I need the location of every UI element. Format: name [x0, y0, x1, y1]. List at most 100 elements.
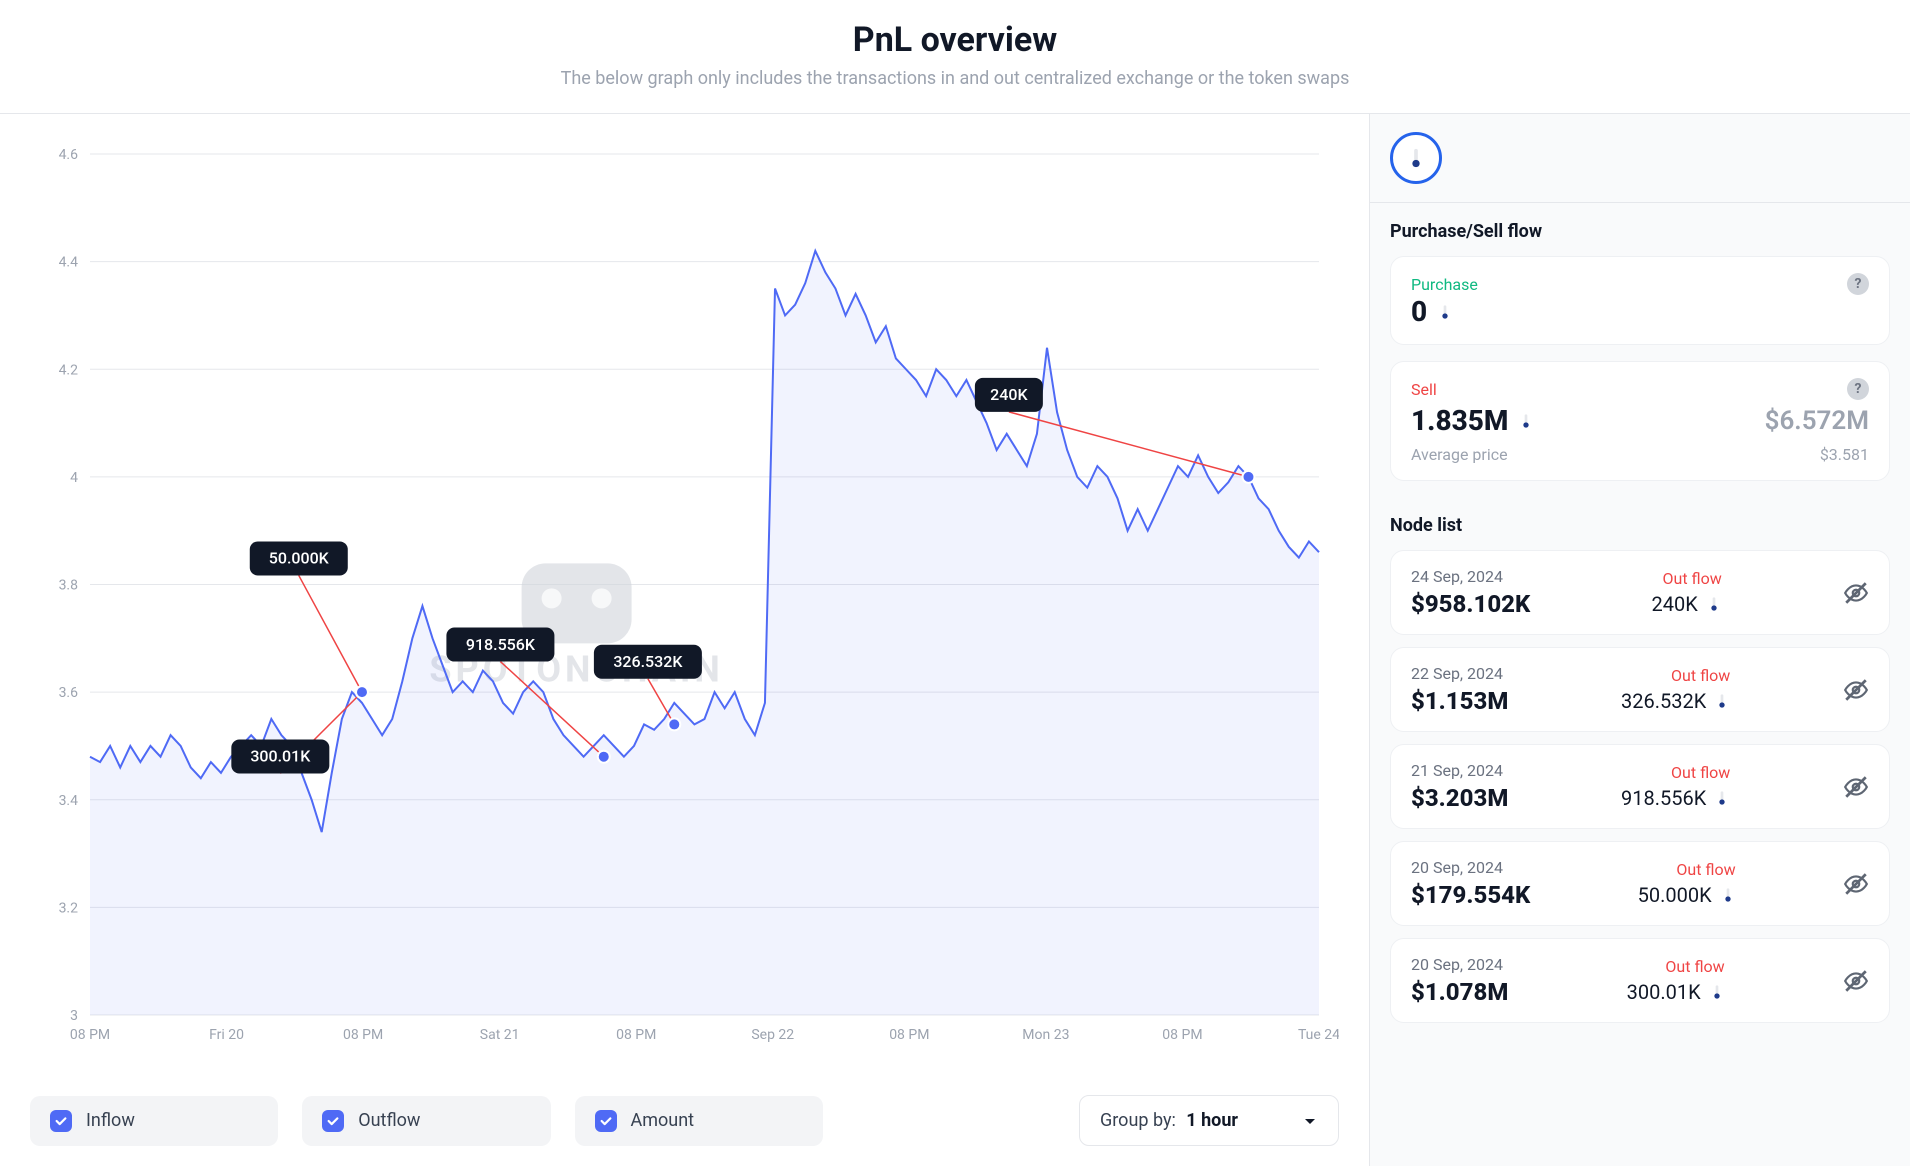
sell-value: 1.835M — [1411, 404, 1508, 437]
node-amount: $958.102K — [1411, 590, 1530, 618]
node-item[interactable]: 22 Sep, 2024 $1.153M Out flow 326.532K — [1390, 647, 1890, 732]
node-item[interactable]: 24 Sep, 2024 $958.102K Out flow 240K — [1390, 550, 1890, 635]
svg-text:4.6: 4.6 — [59, 147, 79, 163]
chart-box: 33.23.43.63.844.24.44.6 SPOTONCHAIN 08 P… — [30, 144, 1339, 1055]
svg-text:08 PM: 08 PM — [70, 1027, 110, 1043]
thermometer-icon — [1706, 596, 1722, 612]
svg-text:Tue 24: Tue 24 — [1298, 1027, 1339, 1043]
svg-text:08 PM: 08 PM — [616, 1027, 656, 1043]
node-qty: 240K — [1652, 592, 1722, 616]
page-title: PnL overview — [0, 20, 1910, 60]
amount-label: Amount — [631, 1110, 695, 1131]
svg-text:Mon 23: Mon 23 — [1022, 1027, 1069, 1043]
svg-text:Sep 22: Sep 22 — [751, 1027, 794, 1043]
check-icon — [54, 1114, 68, 1128]
node-qty: 326.532K — [1621, 689, 1730, 713]
node-amount: $1.153M — [1411, 687, 1508, 715]
purchase-label: Purchase — [1411, 275, 1478, 294]
node-item[interactable]: 21 Sep, 2024 $3.203M Out flow 918.556K — [1390, 744, 1890, 829]
thermometer-icon — [1709, 984, 1725, 1000]
node-date: 22 Sep, 2024 — [1411, 664, 1508, 683]
node-tag: Out flow — [1652, 569, 1722, 588]
svg-text:Sat 21: Sat 21 — [480, 1027, 520, 1043]
svg-text:3.2: 3.2 — [59, 900, 79, 916]
side-panel: Purchase/Sell flow Purchase ? 0 Sell ? 1… — [1370, 114, 1910, 1166]
chart-panel: 33.23.43.63.844.24.44.6 SPOTONCHAIN 08 P… — [0, 114, 1370, 1166]
eye-off-icon[interactable] — [1843, 774, 1869, 800]
checkbox-box — [595, 1110, 617, 1132]
svg-text:4.2: 4.2 — [59, 362, 79, 378]
node-item[interactable]: 20 Sep, 2024 $179.554K Out flow 50.000K — [1390, 841, 1890, 926]
check-icon — [326, 1114, 340, 1128]
svg-text:4: 4 — [70, 470, 78, 486]
purchase-value: 0 — [1411, 295, 1427, 328]
node-tag: Out flow — [1638, 860, 1736, 879]
purchase-card: Purchase ? 0 — [1390, 256, 1890, 345]
node-item[interactable]: 20 Sep, 2024 $1.078M Out flow 300.01K — [1390, 938, 1890, 1023]
node-date: 20 Sep, 2024 — [1411, 858, 1530, 877]
svg-text:240K: 240K — [990, 385, 1028, 404]
thermometer-icon — [1714, 790, 1730, 806]
svg-text:3.4: 3.4 — [59, 793, 79, 809]
amount-checkbox[interactable]: Amount — [575, 1096, 823, 1146]
thermometer-icon — [1437, 304, 1453, 320]
help-icon[interactable]: ? — [1847, 273, 1869, 295]
node-date: 24 Sep, 2024 — [1411, 567, 1530, 586]
node-tag: Out flow — [1627, 957, 1725, 976]
node-qty: 918.556K — [1621, 786, 1730, 810]
node-list: 24 Sep, 2024 $958.102K Out flow 240K 22 … — [1370, 550, 1910, 1166]
svg-text:08 PM: 08 PM — [889, 1027, 929, 1043]
avg-price-value: $3.581 — [1820, 445, 1869, 464]
thermometer-icon — [1720, 887, 1736, 903]
node-date: 20 Sep, 2024 — [1411, 955, 1508, 974]
thermometer-icon — [1714, 693, 1730, 709]
price-chart[interactable]: 33.23.43.63.844.24.44.6 SPOTONCHAIN 08 P… — [30, 144, 1339, 1055]
outflow-checkbox[interactable]: Outflow — [302, 1096, 550, 1146]
node-amount: $3.203M — [1411, 784, 1508, 812]
outflow-label: Outflow — [358, 1110, 420, 1131]
checkbox-box — [322, 1110, 344, 1132]
svg-text:300.01K: 300.01K — [250, 747, 311, 766]
svg-text:08 PM: 08 PM — [1162, 1027, 1202, 1043]
chart-controls: Inflow Outflow Amount Group by: 1 hour — [30, 1055, 1339, 1146]
svg-text:08 PM: 08 PM — [343, 1027, 383, 1043]
gauge-icon[interactable] — [1390, 132, 1442, 184]
flow-section-title: Purchase/Sell flow — [1370, 203, 1910, 256]
header: PnL overview The below graph only includ… — [0, 0, 1910, 114]
svg-text:326.532K: 326.532K — [613, 652, 683, 671]
sell-label: Sell — [1411, 380, 1437, 399]
group-by-select[interactable]: Group by: 1 hour — [1079, 1095, 1339, 1146]
page-subtitle: The below graph only includes the transa… — [0, 68, 1910, 89]
group-by-label: Group by: 1 hour — [1100, 1110, 1238, 1131]
check-icon — [599, 1114, 613, 1128]
node-tag: Out flow — [1621, 763, 1730, 782]
node-tag: Out flow — [1621, 666, 1730, 685]
chevron-down-icon — [1302, 1113, 1318, 1129]
svg-text:3: 3 — [70, 1008, 78, 1024]
eye-off-icon[interactable] — [1843, 871, 1869, 897]
node-amount: $1.078M — [1411, 978, 1508, 1006]
svg-text:50.000K: 50.000K — [269, 549, 330, 568]
eye-off-icon[interactable] — [1843, 968, 1869, 994]
eye-off-icon[interactable] — [1843, 677, 1869, 703]
gauge-wrap — [1370, 114, 1910, 203]
svg-text:Fri 20: Fri 20 — [209, 1027, 244, 1043]
node-qty: 50.000K — [1638, 883, 1736, 907]
svg-text:4.4: 4.4 — [59, 255, 79, 271]
node-date: 21 Sep, 2024 — [1411, 761, 1508, 780]
checkbox-box — [50, 1110, 72, 1132]
inflow-checkbox[interactable]: Inflow — [30, 1096, 278, 1146]
avg-price-label: Average price — [1411, 445, 1508, 464]
svg-text:3.6: 3.6 — [59, 685, 79, 701]
inflow-label: Inflow — [86, 1110, 135, 1131]
eye-off-icon[interactable] — [1843, 580, 1869, 606]
thermometer-icon — [1518, 413, 1534, 429]
main-row: 33.23.43.63.844.24.44.6 SPOTONCHAIN 08 P… — [0, 114, 1910, 1166]
sell-usd: $6.572M — [1765, 406, 1869, 436]
svg-text:918.556K: 918.556K — [466, 635, 536, 654]
help-icon[interactable]: ? — [1847, 378, 1869, 400]
node-amount: $179.554K — [1411, 881, 1530, 909]
node-qty: 300.01K — [1627, 980, 1725, 1004]
sell-card: Sell ? 1.835M $6.572M Average price $3.5… — [1390, 361, 1890, 481]
node-list-title: Node list — [1370, 497, 1910, 550]
